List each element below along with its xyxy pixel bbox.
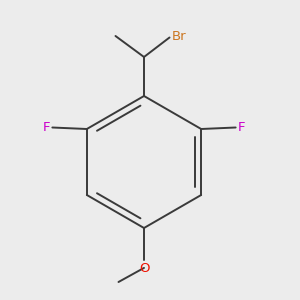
Text: F: F <box>42 121 50 134</box>
Text: O: O <box>139 262 149 275</box>
Text: Br: Br <box>172 29 187 43</box>
Text: F: F <box>238 121 246 134</box>
